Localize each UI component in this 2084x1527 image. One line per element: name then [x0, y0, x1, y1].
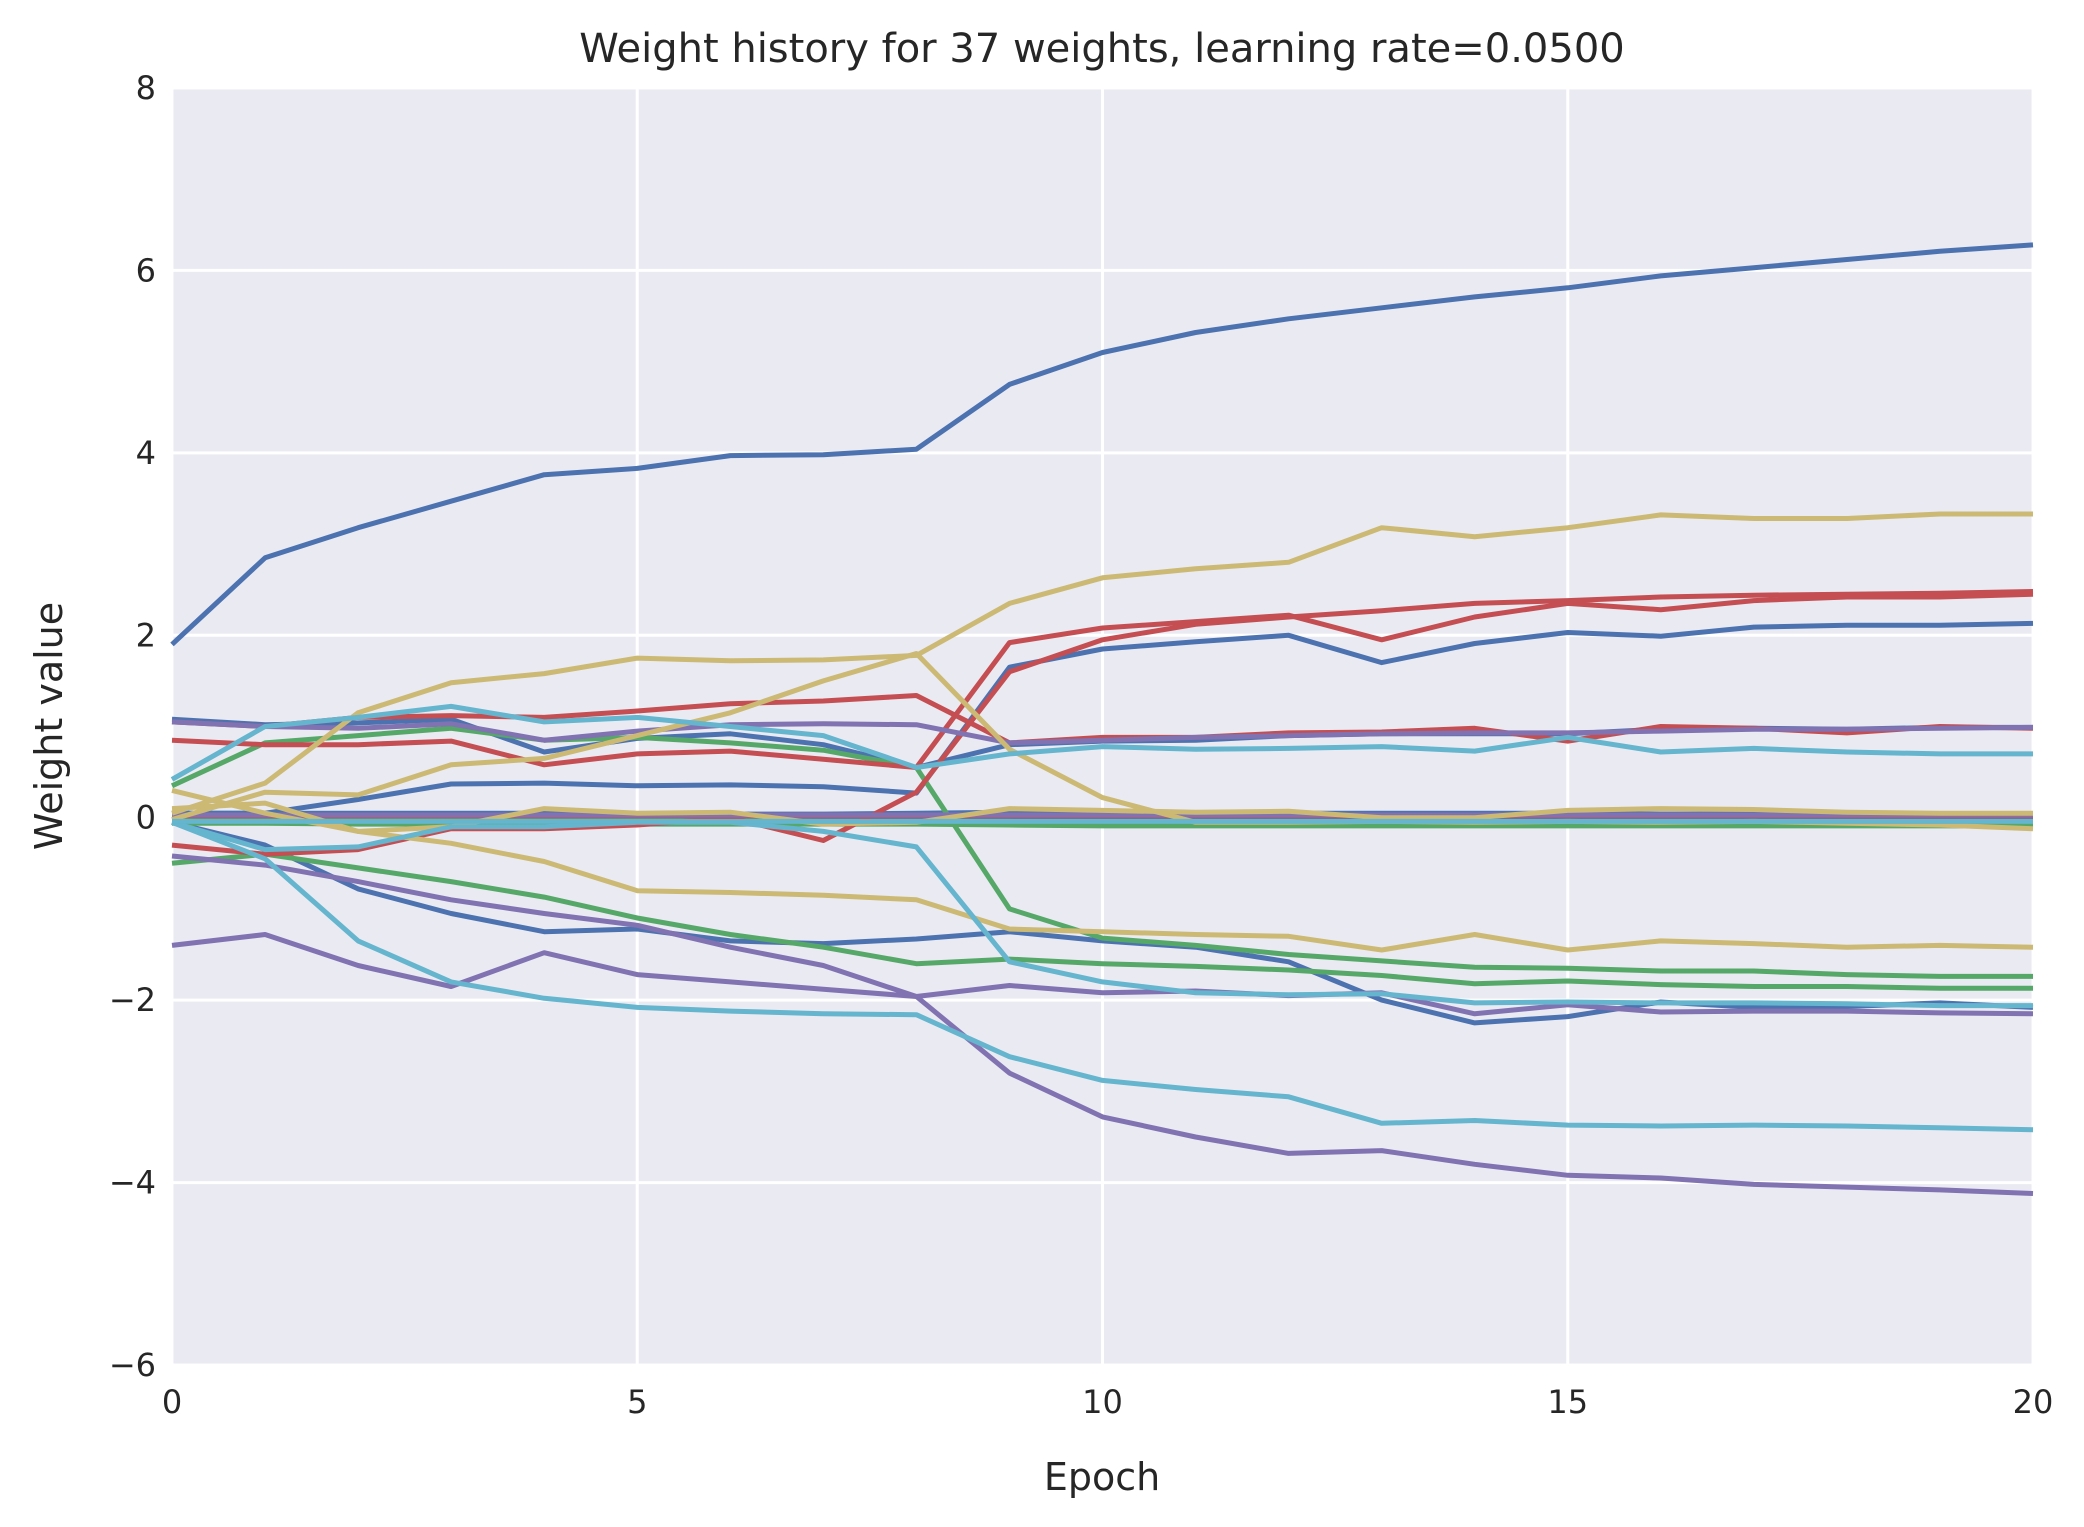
series-lines [170, 242, 2034, 1196]
y-tick-label: 4 [136, 434, 156, 472]
series-line-15 [171, 719, 2034, 746]
y-tick-label: 0 [136, 799, 156, 837]
series-line-21 [171, 787, 2034, 953]
series-line-2 [172, 620, 2034, 816]
series-line-11 [171, 591, 2034, 770]
series-line-25 [171, 819, 2033, 1009]
y-tick-label: 2 [136, 616, 156, 654]
y-tick-label: −2 [109, 981, 156, 1019]
chart-title: Weight history for 37 weights, learning … [579, 26, 1624, 72]
x-tick-label: 10 [1082, 1383, 1123, 1421]
y-tick-label: 6 [136, 251, 156, 289]
x-axis-label: Epoch [1044, 1455, 1160, 1499]
y-tick-label: −4 [109, 1164, 156, 1202]
y-axis-ticks: −6 −4 −2 0 2 4 6 8 [109, 69, 156, 1384]
series-line-8 [171, 851, 2033, 991]
series-line-16 [171, 932, 2034, 1017]
series-line-24 [171, 819, 2034, 1133]
series-line-1 [170, 242, 2034, 647]
series-line-9 [172, 820, 2033, 829]
x-tick-label: 0 [162, 1383, 182, 1421]
x-axis-ticks: 0 5 10 15 20 [162, 1383, 2054, 1421]
y-axis-label: Weight value [27, 602, 71, 850]
x-tick-label: 20 [2013, 1383, 2054, 1421]
y-tick-label: 8 [136, 69, 156, 107]
y-tick-label: −6 [109, 1346, 156, 1384]
series-line-23 [170, 703, 2033, 782]
series-line-7 [170, 725, 2033, 979]
series-line-5 [171, 819, 2034, 1026]
series-line-19 [171, 511, 2033, 816]
x-tick-label: 5 [627, 1383, 647, 1421]
series-line-17 [171, 853, 2034, 1196]
x-tick-label: 15 [1547, 1383, 1588, 1421]
